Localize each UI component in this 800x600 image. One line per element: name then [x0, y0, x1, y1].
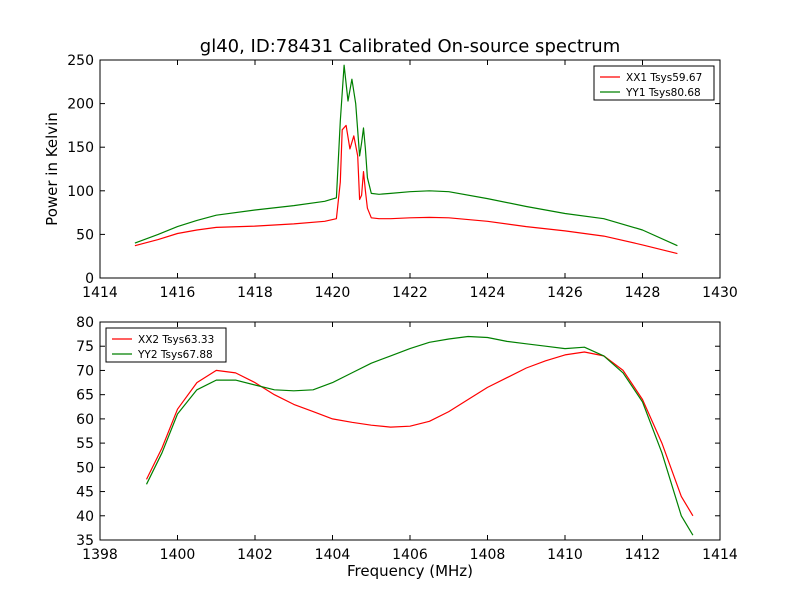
top-panel: 1414 1416 1418 1420 1422 1424 1426 1428 1430 0 50 1… [43, 53, 738, 301]
top-legend-label-2: YY1 Tsys80.68 [625, 87, 701, 99]
top-y-tick-label: 150 [67, 140, 94, 156]
bottom-legend-label-2: YY2 Tsys67.88 [137, 349, 213, 361]
top-x-tick-label: 1422 [392, 285, 428, 301]
top-x-tick-label: 1418 [237, 285, 273, 301]
bottom-y-tick-label: 80 [76, 315, 94, 331]
bottom-legend-box [105, 327, 227, 363]
bottom-y-tick-label: 50 [76, 460, 94, 476]
bottom-x-tick-label: 1402 [237, 547, 273, 563]
top-x-tick-label: 1428 [625, 285, 661, 301]
top-y-tick-label: 250 [67, 53, 94, 69]
bottom-y-tick-label: 75 [76, 339, 94, 355]
top-x-tick-label: 1420 [315, 285, 351, 301]
bottom-y-tick-label: 45 [76, 485, 94, 501]
top-series-2-line [134, 64, 678, 247]
bottom-x-tick-label: 1412 [625, 547, 661, 563]
bottom-series-1-line [145, 351, 694, 517]
bottom-y-tick-label: 55 [76, 436, 94, 452]
top-x-tick-label: 1424 [470, 285, 506, 301]
top-x-tick-label: 1416 [160, 285, 196, 301]
bottom-y-tick-label: 70 [76, 363, 94, 379]
top-legend-box [593, 65, 715, 101]
bottom-x-axis-label: Frequency (MHz) [347, 562, 473, 580]
bottom-x-tick-label: 1400 [160, 547, 196, 563]
top-series-1-line [134, 124, 678, 255]
top-x-tick-label: 1430 [702, 285, 738, 301]
chart-title: gl40, ID:78431 Calibrated On-source spec… [200, 36, 620, 57]
bottom-x-tick-label: 1410 [547, 547, 583, 563]
top-x-tick-label: 1426 [547, 285, 583, 301]
bottom-x-tick-label: 1404 [315, 547, 351, 563]
top-x-tick-label: 1414 [82, 285, 118, 301]
bottom-x-tick-label: 1398 [82, 547, 118, 563]
bottom-panel: 1398 1400 1402 1404 1406 1408 1410 1412 1414 35 40… [76, 315, 738, 580]
top-y-tick-label: 50 [76, 227, 94, 243]
bottom-y-tick-label: 60 [76, 412, 94, 428]
top-y-tick-label: 0 [85, 271, 94, 287]
bottom-y-tick-label: 35 [76, 533, 94, 549]
top-y-axis-label: Power in Kelvin [43, 112, 61, 226]
bottom-legend-label-1: XX2 Tsys63.33 [138, 334, 214, 346]
bottom-x-tick-label: 1406 [392, 547, 428, 563]
bottom-y-tick-label: 40 [76, 509, 94, 525]
top-y-tick-label: 100 [67, 184, 94, 200]
bottom-x-tick-label: 1414 [702, 547, 738, 563]
bottom-y-tick-label: 65 [76, 388, 94, 404]
bottom-x-tick-label: 1408 [470, 547, 506, 563]
bottom-series-2-line [145, 335, 694, 536]
top-y-tick-label: 200 [67, 97, 94, 113]
top-legend-label-1: XX1 Tsys59.67 [626, 72, 702, 84]
